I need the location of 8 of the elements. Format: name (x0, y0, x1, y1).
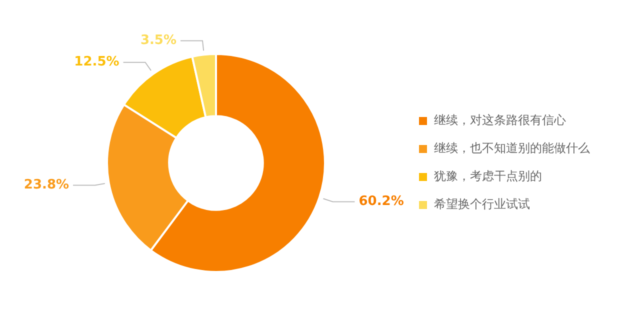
data-label: 3.5% (140, 33, 177, 48)
data-label: 12.5% (74, 54, 120, 70)
legend-label: 希望换个行业试试 (434, 197, 530, 212)
legend-label: 犹豫，考虑干点别的 (434, 169, 542, 184)
data-label: 23.8% (24, 178, 70, 193)
legend-label: 继续，也不知道别的能做什么 (434, 141, 590, 156)
legend-label: 继续，对这条路很有信心 (434, 113, 566, 128)
data-label: 60.2% (358, 194, 404, 210)
